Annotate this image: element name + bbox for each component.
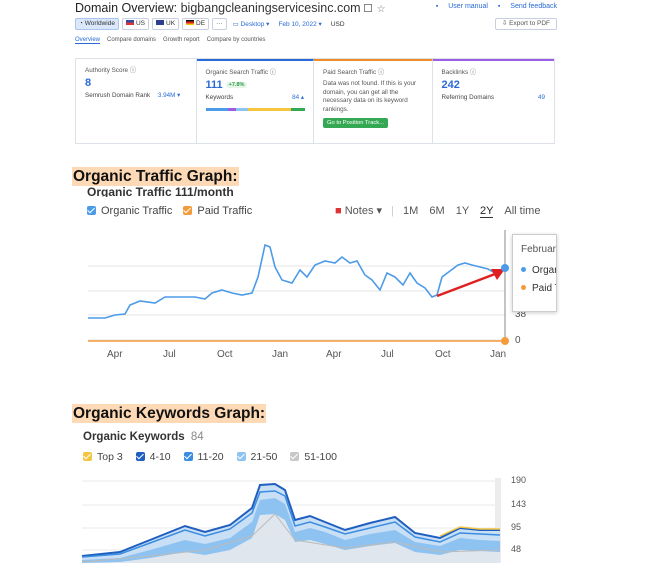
change-badge: +7.8% — [225, 82, 248, 88]
organic-point[interactable] — [501, 264, 509, 272]
tab-compare-by-countries[interactable]: Compare by countries — [206, 37, 266, 43]
x-tick: Jan — [272, 349, 289, 360]
overview-tabs: Overview Compare domains Growth report C… — [75, 37, 265, 44]
domain-name[interactable]: bigbangcleaningservicesinc.com — [180, 1, 361, 15]
range-2y[interactable]: 2Y — [480, 205, 494, 218]
tab-overview[interactable]: Overview — [75, 37, 101, 44]
checkbox-icon — [183, 452, 193, 461]
authority-score-card[interactable]: Authority Score ⓘ 8 Semrush Domain Rank … — [76, 59, 197, 143]
legend-21-50[interactable]: 21-50 — [236, 451, 277, 463]
organic-traffic-card[interactable]: Organic Search Traffic ⓘ 111 +7.8% Keywor… — [196, 59, 315, 143]
y-tick: 190 — [511, 475, 527, 485]
chart-scroll-band — [495, 478, 501, 563]
y-tick: 0 — [515, 335, 521, 346]
domain-overview-panel: Domain Overview: bigbangcleaningservices… — [75, 0, 557, 145]
us-chip[interactable]: US — [121, 18, 149, 30]
line-4-10 — [81, 482, 500, 557]
y-tick: 143 — [511, 499, 527, 509]
x-tick: Jul — [381, 349, 394, 360]
arrow-head-icon — [491, 269, 505, 280]
checkbox-icon — [290, 452, 300, 461]
metric-cards: Authority Score ⓘ 8 Semrush Domain Rank … — [75, 58, 555, 144]
star-icon[interactable]: ☆ — [376, 4, 386, 15]
backlinks-value: 242 — [441, 79, 460, 91]
range-all-time[interactable]: All time — [504, 205, 541, 217]
checkbox-icon — [236, 452, 246, 461]
area-51-100 — [82, 514, 500, 563]
legend-top-3[interactable]: Top 3 — [83, 451, 123, 463]
chart-tooltip: February Organic Traffic Paid Traffic — [512, 234, 557, 312]
export-pdf-button[interactable]: ⇩ Export to PDF — [494, 18, 557, 30]
x-tick: Jul — [163, 349, 176, 360]
checkbox-icon — [135, 452, 145, 461]
keywords-legend: Top 3 4-10 11-20 21-50 51-100 — [83, 451, 337, 463]
legend-51-100[interactable]: 51-100 — [290, 451, 337, 463]
line-51-100 — [81, 513, 501, 563]
line-top-3 — [439, 526, 500, 537]
notes-dropdown[interactable]: ■ Notes ▾ — [335, 205, 383, 217]
organic-keywords-chart[interactable] — [0, 470, 645, 563]
paid-traffic-card[interactable]: Paid Search Traffic ⓘ Data was not found… — [314, 59, 433, 143]
page-title: Domain Overview: bigbangcleaningservices… — [75, 1, 386, 15]
organic-traffic-chart[interactable] — [0, 225, 645, 350]
external-link-icon[interactable] — [363, 4, 372, 12]
organic-keywords-heading: Organic Keywords Graph: — [72, 404, 267, 423]
send-feedback-link[interactable]: ▪ Send feedback — [497, 3, 557, 10]
tab-compare-domains[interactable]: Compare domains — [107, 37, 157, 43]
x-tick: Jan — [490, 349, 507, 360]
info-icon[interactable]: ⓘ — [377, 69, 385, 76]
traffic-cut-title: Organic Traffic 111/month — [87, 185, 234, 197]
info-icon[interactable]: ⓘ — [469, 69, 477, 76]
organic-traffic-line — [88, 243, 506, 319]
tooltip-title: February — [521, 244, 557, 255]
paid-point[interactable] — [501, 337, 509, 345]
y-tick: 95 — [511, 522, 522, 532]
organic-traffic-value: 111 — [205, 79, 223, 91]
checkbox-icon — [87, 206, 96, 215]
legend-organic-traffic[interactable]: Organic Traffic — [87, 205, 172, 217]
organic-traffic-heading: Organic Traffic Graph: — [72, 167, 239, 186]
x-tick: Apr — [326, 349, 342, 360]
go-to-position-tracking-button[interactable]: Go to Position Track... — [323, 118, 389, 128]
checkbox-icon — [83, 452, 92, 461]
backlinks-card[interactable]: Backlinks ⓘ 242 Referring Domains 49 — [432, 59, 554, 143]
de-chip[interactable]: DE — [182, 18, 210, 30]
header-links: ▪ User manual ▪ Send feedback — [428, 3, 557, 10]
line-11-20 — [81, 490, 501, 558]
info-icon[interactable]: ⓘ — [269, 69, 277, 76]
note-icon: ■ — [335, 205, 342, 217]
range-6m[interactable]: 6M — [429, 205, 445, 217]
chart-gridlines — [88, 265, 505, 341]
info-icon[interactable]: ⓘ — [129, 67, 137, 74]
paid-traffic-message: Data was not found. If this is your doma… — [323, 80, 417, 113]
keywords-title: Organic Keywords 84 — [83, 431, 204, 443]
annotation-arrow — [436, 272, 496, 298]
range-controls: ■ Notes ▾ | 1M 6M 1Y 2Y All time — [335, 205, 541, 218]
tab-growth-report[interactable]: Growth report — [163, 37, 200, 43]
date-selector[interactable]: Feb 10, 2022 ▾ — [278, 21, 322, 28]
device-selector[interactable]: ▭ Desktop ▾ — [232, 21, 270, 28]
legend-paid-traffic[interactable]: Paid Traffic — [183, 205, 252, 217]
range-1y[interactable]: 1Y — [455, 205, 469, 217]
y-tick: 48 — [511, 544, 522, 554]
more-databases-button[interactable]: ··· — [212, 18, 227, 30]
currency-label: USD — [330, 20, 345, 28]
x-tick: Oct — [217, 349, 233, 360]
authority-score-value: 8 — [85, 77, 92, 89]
checkbox-icon — [183, 206, 193, 215]
user-manual-link[interactable]: ▪ User manual — [435, 3, 488, 10]
x-tick: Apr — [107, 349, 123, 360]
keywords-distribution-bar — [205, 108, 305, 111]
worldwide-chip[interactable]: ◔ Worldwide — [75, 18, 119, 30]
range-1m[interactable]: 1M — [403, 205, 419, 217]
title-prefix: Domain Overview: — [75, 1, 178, 15]
y-tick: 38 — [515, 309, 527, 320]
filter-chips: ◔ Worldwide US UK DE ··· ▭ Desktop ▾ Feb… — [75, 18, 348, 30]
x-tick: Oct — [435, 349, 451, 360]
traffic-legend: Organic Traffic Paid Traffic — [87, 205, 252, 217]
legend-11-20[interactable]: 11-20 — [183, 451, 224, 463]
uk-chip[interactable]: UK — [152, 18, 180, 30]
legend-4-10[interactable]: 4-10 — [135, 451, 171, 463]
